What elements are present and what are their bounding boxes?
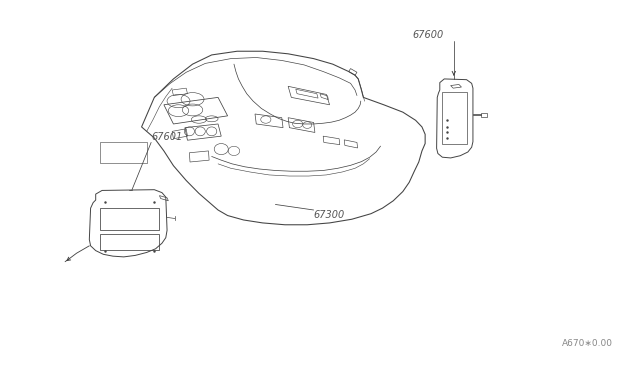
Text: 67601: 67601 (151, 132, 182, 142)
Text: 67300: 67300 (314, 210, 345, 220)
Text: 67600: 67600 (412, 30, 444, 40)
Text: A670∗0.00: A670∗0.00 (562, 340, 613, 349)
